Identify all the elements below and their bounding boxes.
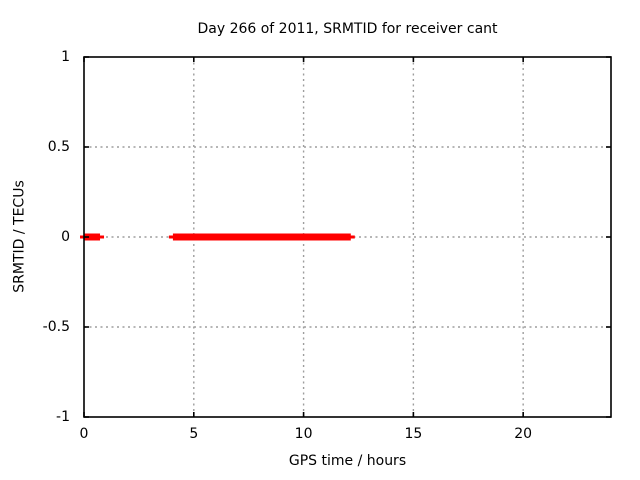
- y-tick-label: -1: [56, 409, 70, 425]
- chart-title: Day 266 of 2011, SRMTID for receiver can…: [197, 21, 498, 37]
- x-tick-label: 15: [404, 426, 423, 442]
- x-tick-label: 10: [294, 426, 313, 442]
- y-tick-label: 0.5: [47, 139, 70, 155]
- y-tick-label: 0: [61, 229, 70, 245]
- x-tick-label: 5: [189, 426, 199, 442]
- y-tick-label: 1: [61, 49, 70, 65]
- y-tick-label: -0.5: [42, 319, 70, 335]
- x-tick-label: 0: [79, 426, 89, 442]
- x-axis-label: GPS time / hours: [288, 453, 407, 469]
- x-tick-label: 20: [514, 426, 533, 442]
